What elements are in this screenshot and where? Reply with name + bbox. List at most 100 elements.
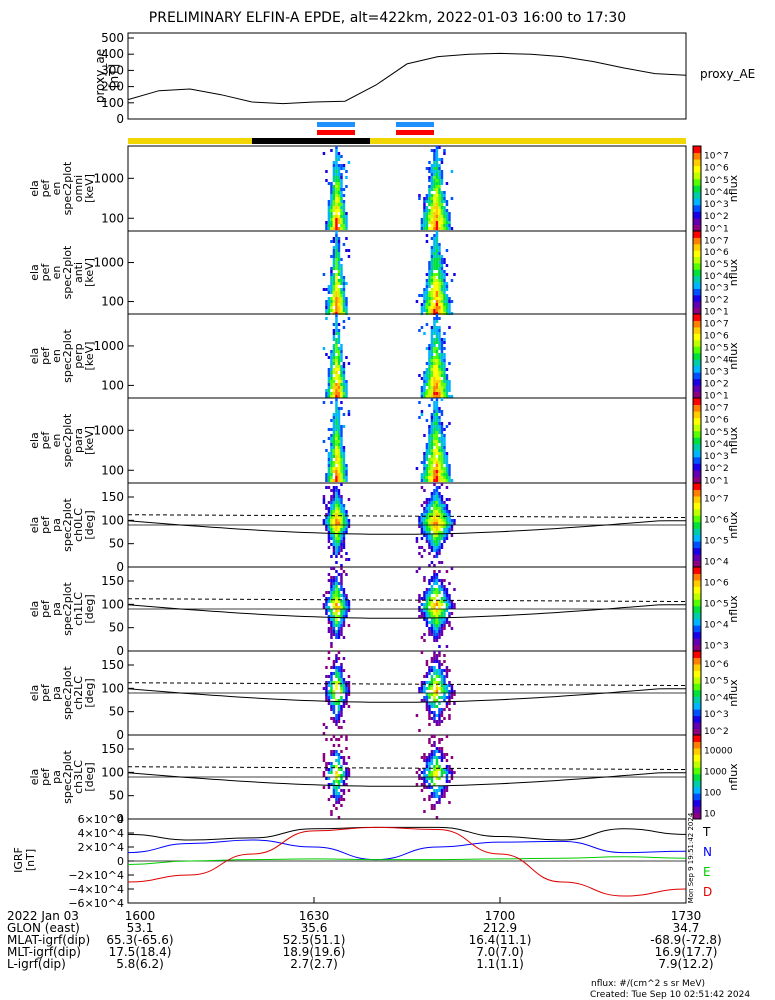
flux-cell bbox=[337, 246, 341, 249]
flux-cell bbox=[435, 765, 439, 768]
flux-cell bbox=[440, 534, 444, 537]
flux-cell bbox=[342, 377, 346, 380]
colorbar-tick-label: 10^4 bbox=[704, 188, 729, 198]
flux-cell bbox=[445, 297, 449, 300]
flux-cell bbox=[433, 771, 436, 774]
flux-cell bbox=[443, 528, 446, 531]
colorbar-swatch bbox=[693, 294, 701, 302]
flux-cell bbox=[425, 762, 429, 765]
flux-cell bbox=[342, 600, 346, 603]
flux-cell bbox=[440, 771, 444, 774]
panel-ylabel: ch3LC bbox=[72, 760, 85, 794]
flux-cell bbox=[438, 428, 441, 431]
colorbar-swatch bbox=[693, 715, 701, 723]
flux-cell bbox=[425, 452, 429, 455]
flux-cell bbox=[340, 537, 343, 540]
flux-cell bbox=[342, 510, 346, 513]
flux-cell bbox=[335, 273, 338, 276]
flux-cell bbox=[335, 197, 338, 200]
panel-ylabel: ch1LC bbox=[72, 592, 85, 626]
colorbar-swatch bbox=[693, 204, 701, 212]
flux-cell bbox=[430, 398, 434, 401]
flux-cell bbox=[327, 467, 331, 470]
flux-cell bbox=[433, 203, 436, 206]
flux-cell bbox=[337, 449, 341, 452]
flux-cell bbox=[430, 588, 434, 591]
flux-cell bbox=[428, 431, 431, 434]
flux-cell bbox=[435, 374, 439, 377]
colorbar-swatch bbox=[693, 178, 701, 186]
flux-cell bbox=[327, 519, 331, 522]
flux-cell bbox=[340, 756, 343, 759]
flux-cell bbox=[345, 519, 348, 522]
flux-cell bbox=[443, 531, 446, 534]
flux-cell bbox=[340, 206, 343, 209]
flux-cell bbox=[443, 534, 446, 537]
proxy-ae-ytick-label: 500 bbox=[101, 31, 124, 45]
flux-cell bbox=[445, 303, 449, 306]
colorbar-swatch bbox=[693, 333, 701, 341]
flux-cell bbox=[428, 762, 431, 765]
flux-cell bbox=[342, 537, 346, 540]
flux-cell bbox=[345, 516, 348, 519]
flux-cell bbox=[325, 696, 328, 699]
flux-cell bbox=[428, 774, 431, 777]
spectrogram-frame bbox=[127, 313, 687, 399]
flux-cell bbox=[330, 461, 333, 464]
flux-cell bbox=[445, 467, 449, 470]
flux-cell bbox=[435, 320, 439, 323]
flux-cell bbox=[332, 344, 336, 347]
flux-cell bbox=[433, 167, 436, 170]
flux-cell bbox=[327, 597, 331, 600]
flux-cell bbox=[448, 470, 451, 473]
flux-cell bbox=[332, 489, 336, 492]
flux-cell bbox=[428, 194, 431, 197]
flux-cell bbox=[340, 383, 343, 386]
flux-cell bbox=[433, 576, 436, 579]
flux-cell bbox=[428, 723, 431, 726]
flux-cell bbox=[337, 155, 341, 158]
flux-cell bbox=[342, 392, 346, 395]
flux-cell bbox=[340, 173, 343, 176]
science-zone-bar-black bbox=[252, 138, 370, 144]
flux-cell bbox=[325, 681, 328, 684]
flux-cell bbox=[345, 522, 348, 525]
flux-cell bbox=[428, 303, 431, 306]
flux-cell bbox=[443, 519, 446, 522]
flux-cell bbox=[438, 170, 441, 173]
flux-cell bbox=[337, 243, 341, 246]
flux-cell bbox=[332, 702, 336, 705]
flux-cell bbox=[428, 297, 431, 300]
flux-cell bbox=[450, 690, 454, 693]
flux-cell bbox=[342, 303, 346, 306]
colorbar-swatch bbox=[693, 618, 701, 626]
flux-cell bbox=[443, 371, 446, 374]
flux-cell bbox=[327, 291, 331, 294]
flux-cell bbox=[335, 371, 338, 374]
panel-ylabel: pa bbox=[50, 770, 63, 784]
flux-cell bbox=[438, 627, 441, 630]
colorbar-swatch bbox=[693, 554, 701, 562]
flux-cell bbox=[325, 606, 328, 609]
flux-cell bbox=[435, 300, 439, 303]
flux-cell bbox=[327, 684, 331, 687]
flux-cell bbox=[435, 377, 439, 380]
colorbar-swatch bbox=[693, 146, 701, 154]
flux-cell bbox=[425, 696, 429, 699]
flux-cell bbox=[342, 789, 346, 792]
flux-cell bbox=[440, 678, 444, 681]
flux-cell bbox=[327, 215, 331, 218]
flux-cell bbox=[428, 798, 431, 801]
flux-cell bbox=[330, 279, 333, 282]
colorbar-tick-label: 10^6 bbox=[704, 516, 729, 526]
flux-cell bbox=[330, 753, 333, 756]
flux-cell bbox=[330, 750, 333, 753]
flux-cell bbox=[335, 801, 338, 804]
flux-cell bbox=[440, 498, 444, 501]
flux-cell bbox=[425, 200, 429, 203]
flux-cell bbox=[433, 549, 436, 552]
flux-cell bbox=[345, 467, 348, 470]
flux-cell bbox=[330, 813, 333, 816]
flux-cell bbox=[322, 756, 326, 759]
flux-cell bbox=[332, 582, 336, 585]
